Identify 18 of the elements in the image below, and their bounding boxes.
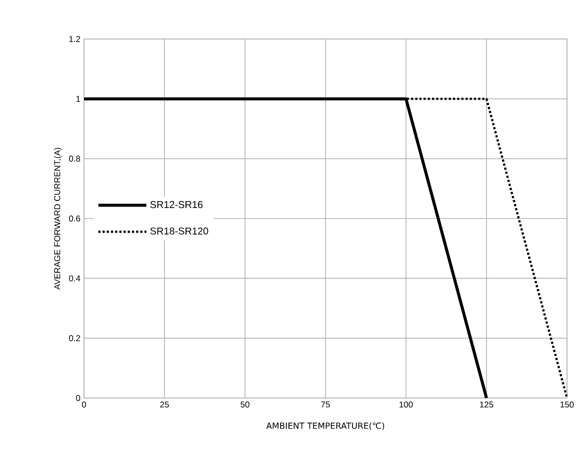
y-tick-label: 1 [76,96,80,102]
y-tick-label: 1.2 [69,36,80,42]
x-tick-label: 75 [321,402,330,408]
x-axis-title: AMBIENT TEMPERATURE(℃) [266,422,384,430]
y-tick-label: 0.8 [69,156,80,162]
x-tick-label: 125 [480,402,494,408]
x-tick-label: 50 [240,402,250,408]
y-tick-label: 0 [76,395,80,401]
x-tick-label: 25 [160,402,169,408]
legend-label: SR12-SR16 [150,201,203,208]
y-tick-label: 0.6 [69,216,80,222]
y-tick-label: 0.4 [69,275,80,282]
x-tick-label: 100 [400,402,413,408]
y-axis-title: AVERAGE FORWARD CURRENT,(A) [54,148,62,290]
legend-label: SR18-SR120 [150,227,208,235]
y-tick-label: 0.2 [69,335,80,342]
x-tick-label: 0 [82,402,86,408]
x-tick-label: 150 [560,402,574,408]
